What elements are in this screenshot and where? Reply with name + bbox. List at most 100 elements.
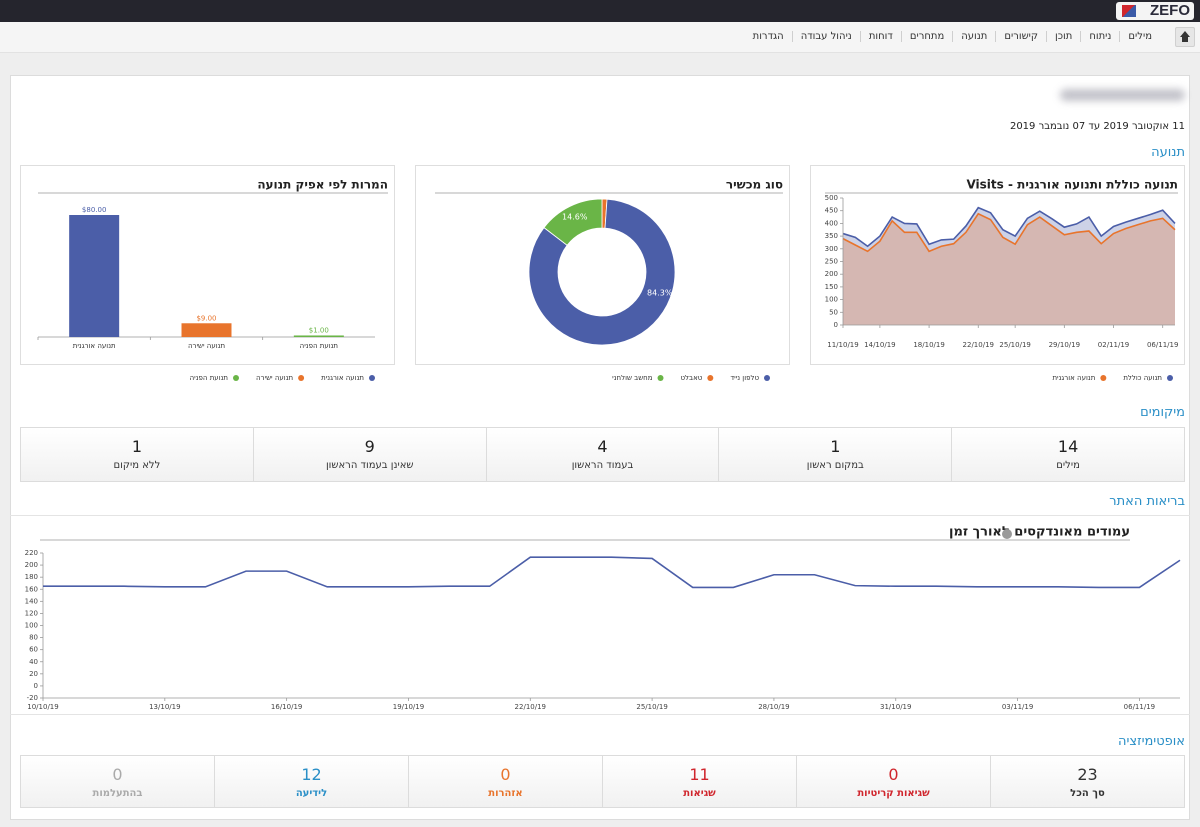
y-tick-label: 0 xyxy=(834,321,838,329)
y-tick-label: 180 xyxy=(25,573,38,581)
stat-label: מילים xyxy=(1056,460,1080,471)
stat-cell: 1 במקום ראשון xyxy=(718,428,951,481)
x-tick-label: 02/11/19 xyxy=(1098,341,1129,349)
stat-cell[interactable]: 0 שגיאות קריטיות xyxy=(796,756,990,807)
nav-item[interactable]: מתחרים xyxy=(900,31,952,42)
stat-value: 0 xyxy=(500,765,511,784)
y-tick-label: 100 xyxy=(25,622,38,630)
nav-item[interactable]: דוחות xyxy=(859,31,901,42)
y-tick-label: 40 xyxy=(29,658,38,666)
stat-value: 1 xyxy=(830,437,841,456)
home-button[interactable] xyxy=(1175,27,1195,47)
y-tick-label: 160 xyxy=(25,585,38,593)
y-tick-label: 350 xyxy=(825,232,838,240)
stat-label: בהתעלמות xyxy=(92,788,143,799)
value-label: $1.00 xyxy=(309,326,329,334)
legend-label: תנועה אורגנית xyxy=(321,374,364,382)
stat-value: 23 xyxy=(1077,765,1098,784)
legend-label: תנועה ישירה xyxy=(256,374,293,382)
legend-label: תנועה אורגנית xyxy=(1052,374,1095,382)
stat-cell[interactable]: 11 שגיאות xyxy=(602,756,796,807)
nav-item[interactable]: מילים xyxy=(1119,31,1160,42)
help-icon xyxy=(1002,529,1012,539)
stat-cell[interactable]: 23 סך הכל xyxy=(990,756,1184,807)
value-label: $80.00 xyxy=(82,206,107,214)
y-tick-label: 400 xyxy=(825,219,838,227)
y-tick-label: 150 xyxy=(825,283,838,291)
legend-label: טאבלט xyxy=(681,374,703,382)
legend-swatch xyxy=(764,375,770,381)
stat-value: 12 xyxy=(301,765,322,784)
section-title: מיקומים xyxy=(1140,405,1185,420)
card xyxy=(810,165,1185,365)
nav-item[interactable]: תנועה xyxy=(952,31,995,42)
stat-cell: 9 שאינן בעמוד הראשון xyxy=(252,428,486,481)
y-tick-label: 220 xyxy=(25,549,38,557)
legend-label: מחשב שולחני xyxy=(612,374,653,382)
optimization-row: 23 סך הכל 0 שגיאות קריטיות 11 שגיאות 0 אזהרות 12… xyxy=(20,755,1185,808)
stat-label: בעמוד הראשון xyxy=(571,460,634,471)
legend-label: תנועה כוללת xyxy=(1123,374,1162,382)
legend-label: טלפון נייד xyxy=(730,374,759,382)
x-tick-label: 19/10/19 xyxy=(393,703,424,711)
y-tick-label: 100 xyxy=(825,296,838,304)
chart-title: המרות לפי אפיק תנועה xyxy=(257,178,388,192)
chart-title: עמודים מאונדקסים לאורך זמן xyxy=(949,525,1130,540)
nav-item[interactable]: ניתוח xyxy=(1080,31,1119,42)
y-tick-label: 250 xyxy=(825,258,838,266)
y-tick-label: 80 xyxy=(29,634,38,642)
stat-value: 14 xyxy=(1057,437,1079,456)
x-tick-label: תנועה ישירה xyxy=(188,342,225,350)
x-tick-label: 11/10/19 xyxy=(827,341,858,349)
x-tick-label: 10/10/19 xyxy=(27,703,58,711)
stat-label: שאינן בעמוד הראשון xyxy=(325,460,414,471)
section-title: בריאות האתר xyxy=(1109,494,1185,509)
y-tick-label: 300 xyxy=(825,245,838,253)
y-tick-label: 20 xyxy=(29,670,38,678)
area xyxy=(843,213,1175,325)
value-label: $9.00 xyxy=(196,314,216,322)
stat-cell: 14 מילים xyxy=(951,428,1184,481)
legend-swatch xyxy=(298,375,305,381)
y-tick-label: 450 xyxy=(825,207,838,215)
donut-slice xyxy=(543,198,603,246)
bar xyxy=(69,215,120,337)
x-tick-label: 25/10/19 xyxy=(999,341,1030,349)
nav-item[interactable]: קישורים xyxy=(995,31,1046,42)
nav-item[interactable]: ניהול עבודה xyxy=(791,31,860,42)
section-title: אופטימיזציה xyxy=(1117,734,1185,749)
line xyxy=(43,556,1181,589)
stat-value: 9 xyxy=(364,437,375,456)
chart-title: סוג מכשיר xyxy=(726,178,783,192)
y-tick-label: 200 xyxy=(25,561,38,569)
stat-cell[interactable]: 0 אזהרות xyxy=(408,756,602,807)
x-tick-label: 22/10/19 xyxy=(515,703,546,711)
rankings-row: 14 מילים 1 במקום ראשון 4 בעמוד הראשון 9 שאינן ב… xyxy=(20,427,1185,482)
nav-item[interactable]: הגדרות xyxy=(752,31,784,42)
stat-cell[interactable]: 12 לידיעה xyxy=(214,756,408,807)
donut-slice xyxy=(528,198,676,346)
y-tick-label: 140 xyxy=(25,597,38,605)
logo-text: ZEFO xyxy=(1150,2,1190,19)
legend-swatch xyxy=(233,375,239,381)
logo-mark xyxy=(1122,5,1136,17)
y-tick-label: -20 xyxy=(27,694,38,702)
stat-cell: 4 בעמוד הראשון xyxy=(485,428,719,481)
top-bar: ZEFO xyxy=(0,0,1200,22)
x-tick-label: 29/10/19 xyxy=(1049,341,1080,349)
stat-cell[interactable]: 0 בהתעלמות xyxy=(21,756,214,807)
x-tick-label: 28/10/19 xyxy=(758,703,789,711)
stat-label: במקום ראשון xyxy=(806,460,864,471)
logo[interactable]: ZEFO xyxy=(1116,2,1194,20)
y-tick-label: 500 xyxy=(825,194,838,202)
y-tick-label: 120 xyxy=(25,609,38,617)
nav-item[interactable]: תוכן xyxy=(1046,31,1080,42)
date-range: 11 אוקטובר 2019 עד 07 נובמבר 2019 xyxy=(1009,121,1185,132)
y-tick-label: 0 xyxy=(34,682,38,690)
x-tick-label: 22/10/19 xyxy=(963,341,994,349)
x-tick-label: 13/10/19 xyxy=(149,703,180,711)
stat-value: 4 xyxy=(597,437,608,456)
y-tick-label: 60 xyxy=(29,646,38,654)
y-tick-label: 200 xyxy=(825,270,838,278)
